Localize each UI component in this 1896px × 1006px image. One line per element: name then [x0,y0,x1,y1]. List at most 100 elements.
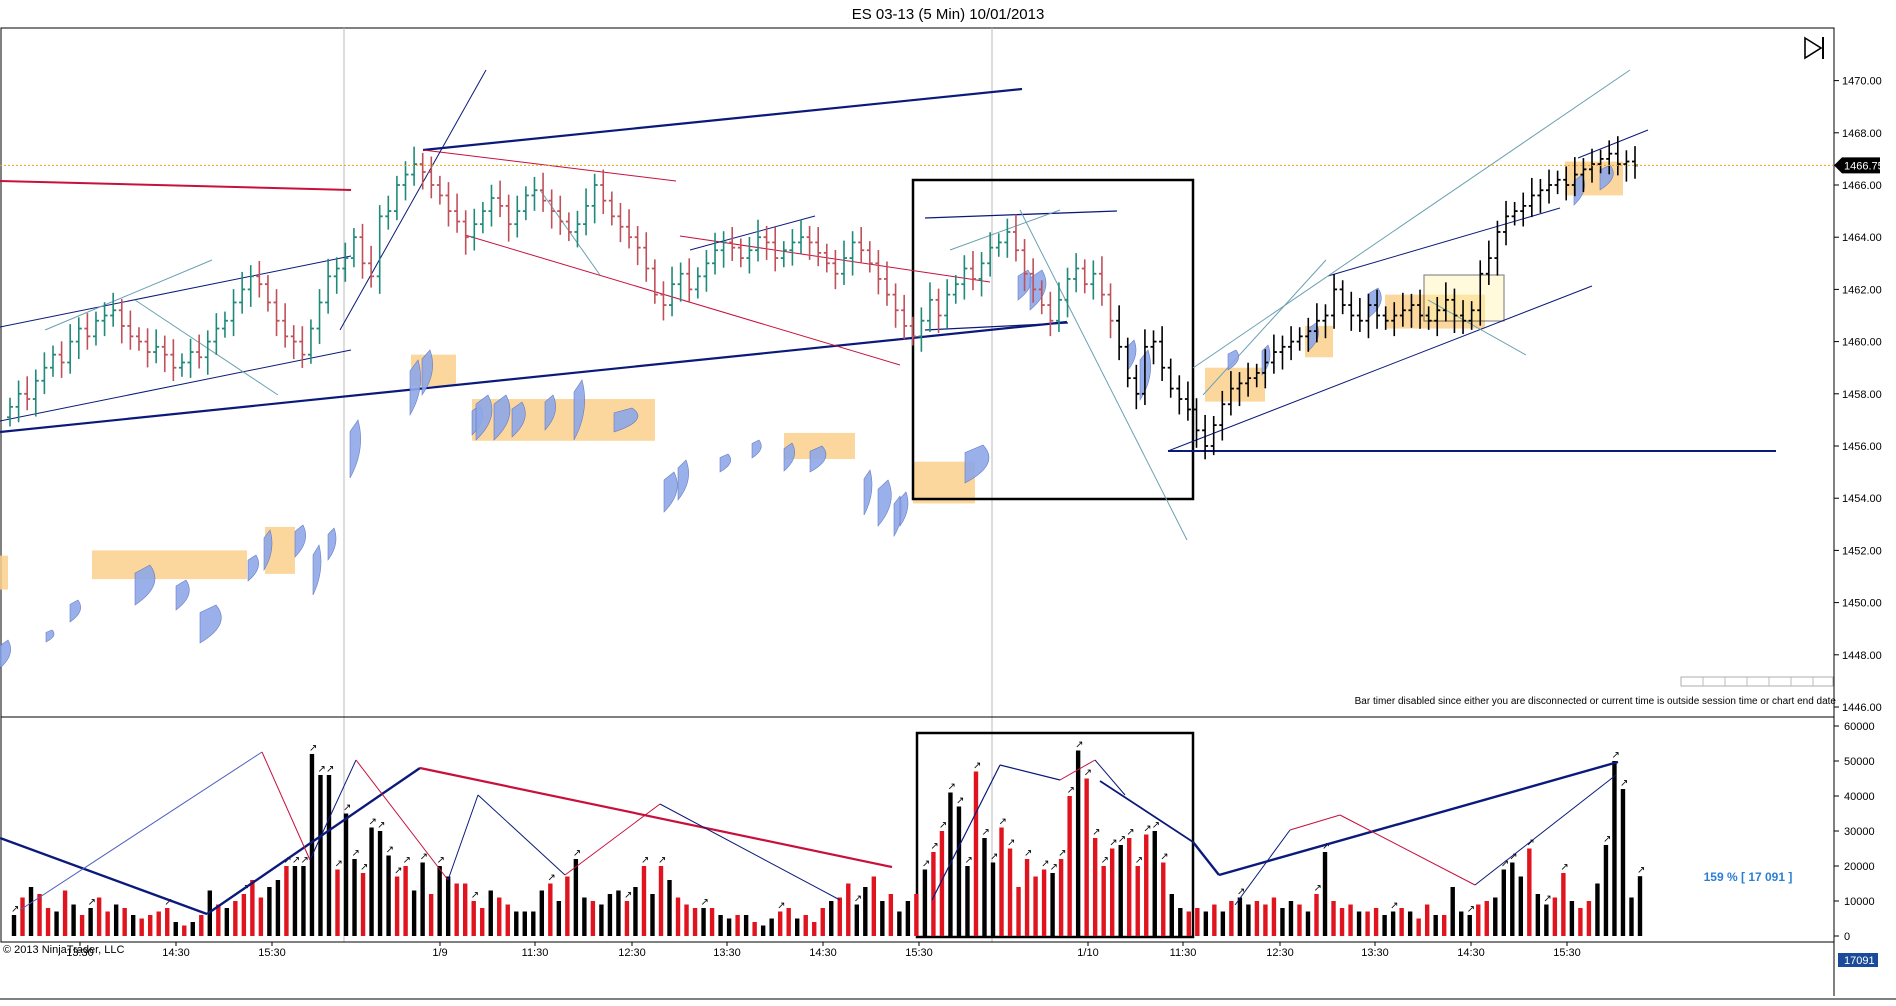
volume-bar[interactable] [250,880,255,936]
price-bar[interactable] [1580,158,1587,193]
volume-bar[interactable] [684,904,689,937]
volume-bar[interactable] [343,813,349,937]
price-bar[interactable] [1408,293,1415,328]
volume-bar[interactable] [514,911,519,937]
volume-bar[interactable] [130,915,136,936]
price-bar[interactable] [213,313,220,355]
volume-bar[interactable] [445,876,451,937]
price-bar[interactable] [436,175,443,205]
volume-bar[interactable] [1144,834,1149,937]
price-bar[interactable] [840,240,847,285]
volume-bar[interactable] [11,915,17,936]
price-bar[interactable] [643,232,650,282]
volume-bar[interactable] [20,897,25,937]
price-bar[interactable] [256,260,263,298]
price-bar[interactable] [514,195,521,238]
volume-bar[interactable] [548,883,553,937]
volume-bar[interactable] [1016,887,1021,936]
price-bar[interactable] [264,275,271,312]
volume-bar[interactable] [292,866,298,936]
volume-bar[interactable] [275,880,281,936]
volume-bar[interactable] [156,911,161,937]
volume-bar[interactable] [1586,901,1592,936]
volume-bar[interactable] [148,915,153,936]
volume-bar[interactable] [1399,908,1404,936]
volume-bar[interactable] [1510,862,1515,937]
price-bar[interactable] [170,339,177,382]
price-bar[interactable] [557,195,564,235]
price-bar[interactable] [454,193,461,233]
price-bar[interactable] [1468,301,1475,330]
volume-bar[interactable] [403,866,408,936]
price-bar[interactable] [531,176,538,211]
volume-bar[interactable] [1637,876,1643,936]
volume-bar[interactable] [1127,838,1132,936]
price-bar[interactable] [608,191,615,226]
price-bar[interactable] [1012,214,1019,262]
price-bar[interactable] [75,317,82,360]
volume-bar[interactable] [199,915,204,936]
volume-bar[interactable] [837,897,842,937]
price-bar[interactable] [755,219,762,262]
volume-bar[interactable] [318,775,323,936]
volume-bar[interactable] [1569,901,1575,936]
price-bar[interactable] [1184,381,1191,421]
volume-bar[interactable] [1067,796,1072,936]
volume-bar[interactable] [616,890,621,937]
price-bar[interactable] [58,341,65,378]
volume-bar[interactable] [37,894,42,936]
price-bar[interactable] [1554,170,1561,195]
volume-bar[interactable] [769,918,774,937]
price-bar[interactable] [32,369,39,417]
volume-bar[interactable] [735,915,740,936]
volume-bar[interactable] [965,866,970,936]
price-bar[interactable] [1563,166,1570,201]
price-bar[interactable] [101,302,108,337]
volume-bar[interactable] [1629,897,1634,937]
volume-bar[interactable] [1092,838,1098,936]
price-bar[interactable] [376,205,383,294]
volume-bar[interactable] [1271,897,1277,937]
price-bar[interactable] [815,227,822,267]
volume-bar[interactable] [590,901,596,936]
price-bar[interactable] [1365,293,1372,339]
price-bar[interactable] [135,327,142,351]
volume-bar[interactable] [1152,831,1157,936]
price-bar[interactable] [41,352,48,395]
volume-bar[interactable] [1314,894,1319,936]
volume-bar[interactable] [377,831,383,936]
volume-bar[interactable] [1348,904,1353,937]
volume-bar[interactable] [1203,911,1209,937]
volume-bar[interactable] [1552,897,1558,937]
price-bar[interactable] [712,232,719,275]
volume-bar[interactable] [1254,901,1260,936]
volume-bar[interactable] [599,904,604,937]
price-bar[interactable] [565,212,572,242]
volume-bar[interactable] [973,771,979,937]
price-bar[interactable] [677,262,684,302]
price-bar[interactable] [540,172,547,212]
volume-bar[interactable] [1501,869,1506,937]
volume-bar[interactable] [1356,911,1362,937]
volume-bar[interactable] [726,918,732,937]
volume-bar[interactable] [565,876,570,937]
price-bar[interactable] [1477,260,1484,326]
price-bar[interactable] [1606,140,1613,175]
volume-bar[interactable] [982,838,987,936]
price-bar[interactable] [368,245,375,288]
price-bar[interactable] [1485,240,1492,285]
price-bar[interactable] [1417,289,1424,329]
price-bar[interactable] [282,303,289,348]
price-bar[interactable] [952,275,959,304]
price-bar[interactable] [849,231,856,276]
volume-bar[interactable] [386,855,391,937]
price-bar[interactable] [858,227,865,264]
price-bar[interactable] [1270,334,1277,374]
price-bar[interactable] [67,324,74,374]
volume-bar[interactable] [488,890,493,937]
volume-bar[interactable] [79,915,85,936]
price-bar[interactable] [918,307,925,352]
volume-bar[interactable] [743,915,749,936]
volume-bar[interactable] [1033,876,1038,937]
